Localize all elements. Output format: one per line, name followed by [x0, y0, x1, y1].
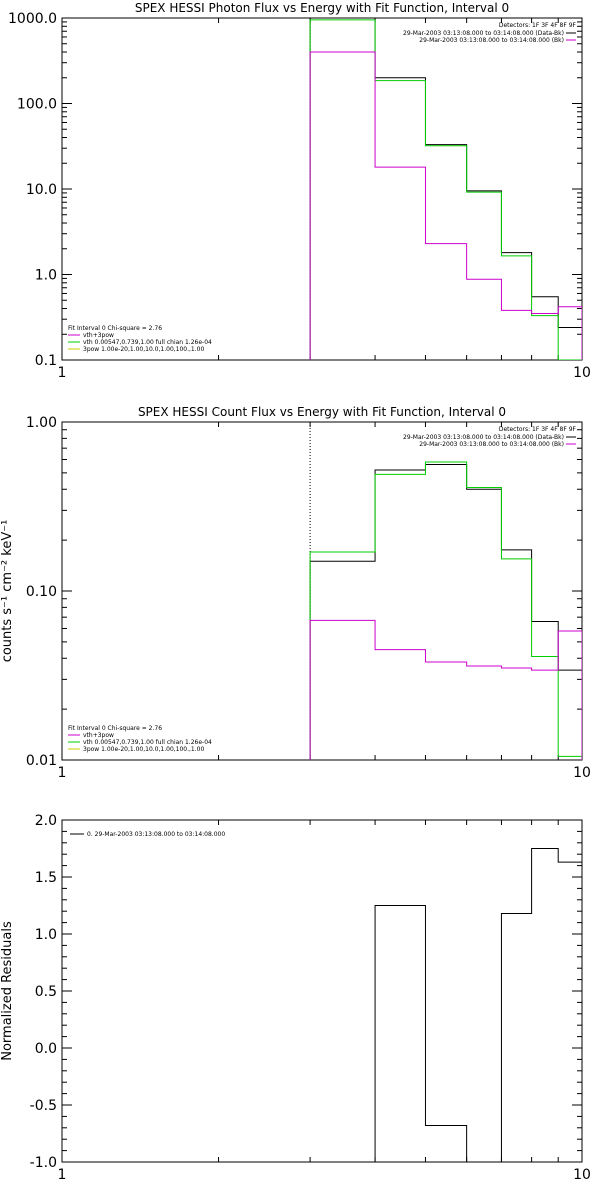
legend-entry: 29-Mar-2003 03:13:08.000 to 03:14:08.000…	[419, 37, 564, 44]
y-tick-label: 2.0	[35, 813, 57, 829]
legend-detectors: Detectors: 1F 3F 4F 8F 9F	[499, 22, 577, 29]
y-tick-label: -1.0	[30, 1155, 57, 1171]
y-tick-label: 1.00	[26, 415, 57, 431]
x-tick-label: 1	[58, 765, 67, 781]
x-tick-label: 1	[58, 1167, 67, 1183]
legend-entry: vth 0.00547,0.739,1.00 full chian 1.26e-…	[83, 339, 212, 346]
series-data-bk	[309, 464, 582, 760]
legend-entry: 29-Mar-2003 03:13:08.000 to 03:14:08.000…	[403, 434, 564, 441]
legend-entry: vth 0.00547,0.739,1.00 full chian 1.26e-…	[83, 739, 212, 746]
y-tick-label: 100.0	[17, 97, 57, 113]
y-tick-label: 0.5	[35, 984, 57, 1000]
x-tick-label: 10	[573, 365, 591, 381]
y-tick-label: 0.0	[35, 1041, 57, 1057]
legend-entry: 29-Mar-2003 03:13:08.000 to 03:14:08.000…	[419, 441, 564, 448]
legend-detectors: Detectors: 1F 3F 4F 8F 9F	[499, 426, 577, 433]
y-tick-label: 1.5	[35, 870, 57, 886]
y-axis-label: Normalized Residuals	[0, 921, 15, 1061]
series-bk	[309, 51, 582, 360]
chart-title: SPEX HESSI Count Flux vs Energy with Fit…	[138, 405, 506, 419]
y-axis-label: counts s⁻¹ cm⁻² keV⁻¹	[0, 520, 15, 663]
plot-frame	[61, 17, 583, 361]
legend-entry: vth+3pow	[83, 332, 114, 339]
y-tick-label: -0.5	[30, 1098, 57, 1114]
plot-frame	[61, 421, 583, 761]
series-residuals	[310, 848, 582, 1162]
x-tick-label: 1	[58, 365, 67, 381]
legend-fit-header: Fit Interval 0 Chi-square = 2.76	[68, 725, 162, 732]
series-vth	[309, 461, 582, 760]
y-tick-label: 0.10	[26, 584, 57, 600]
chart-title: SPEX HESSI Photon Flux vs Energy with Fi…	[135, 1, 509, 15]
y-tick-label: 1000.0	[8, 11, 57, 27]
y-tick-label: 10.0	[26, 182, 57, 198]
legend-entry: 3pow 1.00e-20,1.00,10.0,1.00,100.,1.00	[83, 746, 204, 753]
chart-panel-3: 1 10 -1.0 -0.5 0.0 0.5 1.0 1.5 2.0 Normalized Res…	[0, 813, 591, 1183]
legend-entry: 0. 29-Mar-2003 03:13:08.000 to 03:14:08.…	[87, 831, 225, 838]
legend-entry: 3pow 1.00e-20,1.00,10.0,1.00,100.,1.00	[83, 346, 204, 353]
legend-fit-header: Fit Interval 0 Chi-square = 2.76	[68, 325, 162, 332]
series-data-bk	[309, 18, 582, 360]
series-bk	[309, 619, 582, 760]
legend-entry: 29-Mar-2003 03:13:08.000 to 03:14:08.000…	[403, 30, 564, 37]
legend-entry: vth+3pow	[83, 732, 114, 739]
x-tick-label: 10	[573, 1167, 591, 1183]
chart-panel-1: SPEX HESSI Photon Flux vs Energy with Fi…	[8, 1, 591, 381]
y-tick-label: 1.0	[35, 268, 57, 284]
y-tick-label: 0.1	[35, 353, 57, 369]
plot-frame	[61, 819, 583, 1163]
chart-panel-2: SPEX HESSI Count Flux vs Energy with Fit…	[0, 405, 591, 781]
y-tick-label: 1.0	[35, 927, 57, 943]
x-tick-label: 10	[573, 765, 591, 781]
series-vth	[309, 19, 582, 360]
y-tick-label: 0.01	[26, 753, 57, 769]
